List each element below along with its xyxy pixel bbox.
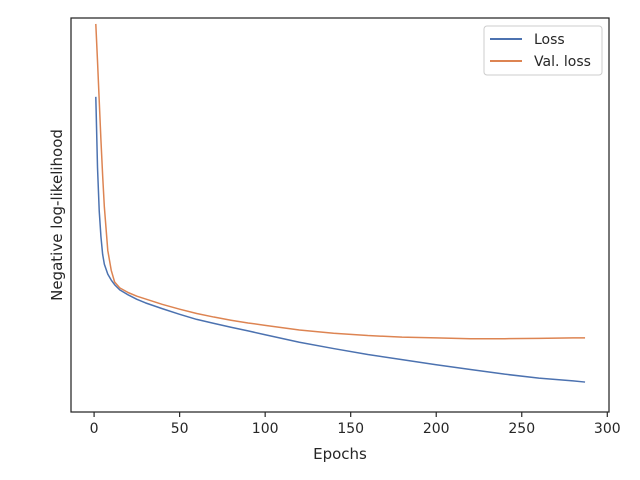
series-line-loss [95, 96, 586, 383]
x-axis-label: Epochs [313, 445, 367, 463]
x-tick-label: 150 [337, 421, 364, 437]
x-tick-label: 50 [171, 421, 189, 437]
legend-label-val-loss: Val. loss [534, 54, 591, 70]
legend: Loss Val. loss [483, 25, 603, 76]
x-tick-label: 250 [508, 421, 535, 437]
y-axis-label: Negative log-likelihood [48, 129, 66, 301]
plot-frame [70, 17, 610, 413]
x-tick-label: 200 [423, 421, 450, 437]
series-line-val-loss [95, 23, 586, 340]
x-tick-label: 300 [594, 421, 621, 437]
legend-label-loss: Loss [534, 32, 565, 48]
series-layer [95, 23, 586, 383]
x-axis-ticks: 0 50 100 150 200 250 300 [90, 412, 621, 437]
x-tick-label: 0 [90, 421, 99, 437]
x-tick-label: 100 [252, 421, 279, 437]
